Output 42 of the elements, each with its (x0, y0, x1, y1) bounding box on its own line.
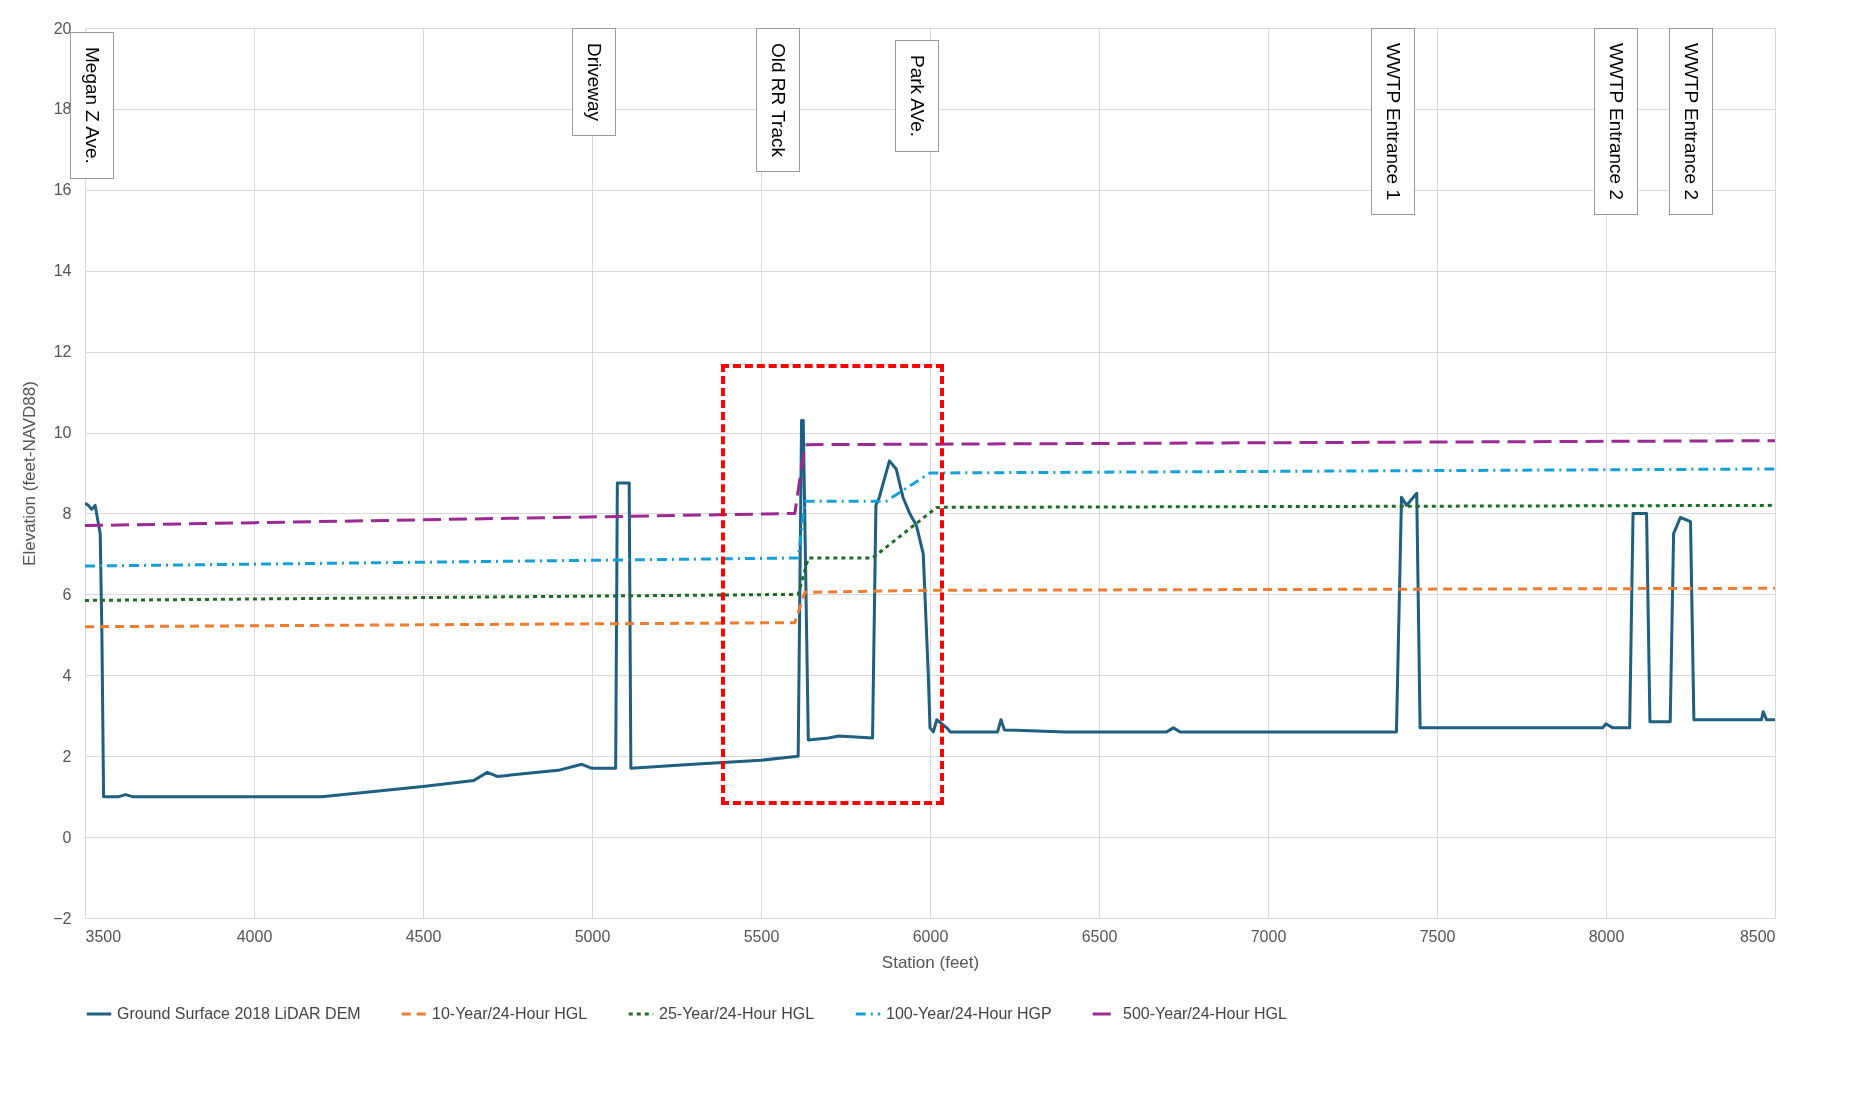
legend-label: 500-Year/24-Hour HGL (1123, 1005, 1288, 1022)
y-tick-label: −2 (53, 909, 72, 927)
x-tick-label: 6000 (912, 927, 949, 945)
x-tick-label: 4500 (405, 927, 442, 945)
legend-label: Ground Surface 2018 LiDAR DEM (117, 1005, 361, 1022)
x-tick-label: 3500 (85, 927, 122, 945)
line-series (85, 503, 1775, 602)
annotation: Park AVe. (894, 40, 939, 153)
y-tick-label: 2 (62, 747, 72, 765)
line-series (85, 467, 1775, 568)
x-tick-label: 8000 (1588, 927, 1625, 945)
line-series (85, 439, 1775, 528)
annotation: WWTP Entrance 1 (1371, 28, 1416, 216)
y-tick-label: 0 (62, 828, 72, 846)
y-tick-label: 20 (53, 19, 72, 37)
y-tick-label: 6 (62, 585, 72, 603)
annotation: WWTP Entrance 2 (1668, 28, 1713, 216)
x-tick-label: 6500 (1081, 927, 1118, 945)
y-tick-label: 16 (53, 181, 72, 199)
x-tick-label: 4000 (236, 927, 273, 945)
legend-label: 100-Year/24-Hour HGP (886, 1005, 1052, 1022)
line-series (85, 418, 1775, 799)
x-tick-label: 8500 (1739, 927, 1776, 945)
y-tick-label: 8 (62, 504, 72, 522)
y-axis-title: Elevation (feet-NAVD88) (20, 381, 40, 566)
annotation: WWTP Entrance 2 (1594, 28, 1639, 216)
y-tick-label: 10 (53, 424, 72, 442)
legend-label: 10-Year/24-Hour HGL (432, 1005, 588, 1022)
legend-label: 25-Year/24-Hour HGL (659, 1005, 815, 1022)
x-tick-label: 5500 (743, 927, 780, 945)
line-series (85, 586, 1775, 629)
x-axis-title: Station (feet) (881, 952, 980, 972)
y-tick-label: 14 (53, 262, 72, 280)
x-tick-label: 7000 (1250, 927, 1287, 945)
x-tick-label: 7500 (1419, 927, 1456, 945)
y-tick-label: 4 (62, 666, 72, 684)
annotation: Old RR Track (756, 28, 801, 173)
annotation: Megan Z Ave. (70, 32, 115, 180)
x-tick-label: 5000 (574, 927, 611, 945)
annotation: Driveway (571, 28, 616, 137)
y-tick-label: 18 (53, 100, 72, 118)
y-tick-label: 12 (53, 343, 72, 361)
